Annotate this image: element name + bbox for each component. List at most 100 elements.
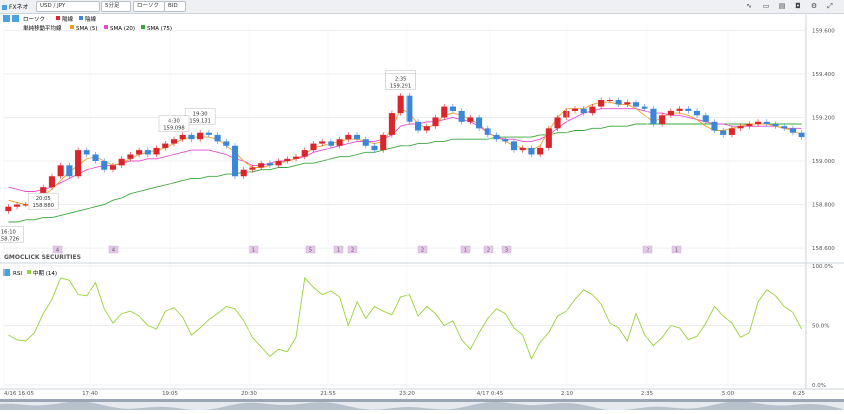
candle-down <box>720 130 727 135</box>
sma75-line <box>8 123 802 223</box>
candle-up <box>179 134 186 140</box>
chart-type-select[interactable]: ローソク <box>133 1 165 12</box>
candle-down <box>763 121 770 124</box>
candle-up <box>728 128 735 135</box>
event-marker <box>333 245 344 254</box>
candle-up <box>441 106 448 118</box>
candle-down <box>528 147 535 155</box>
save-icon[interactable]: ▤ <box>778 2 786 10</box>
rsi-collapse-icon[interactable] <box>3 269 10 276</box>
candle-up <box>624 102 631 105</box>
expand-icon[interactable]: ⤢ <box>827 2 833 10</box>
candle-down <box>781 126 788 129</box>
candle-down <box>188 134 195 140</box>
candle-down <box>772 123 779 127</box>
sma75-swatch <box>141 25 145 29</box>
down-candle-swatch <box>79 16 83 20</box>
candle-up <box>14 204 21 207</box>
price-callout-box <box>0 226 24 243</box>
candle-down <box>711 121 718 131</box>
candle-up <box>5 206 12 212</box>
sma75-label: SMA (75) <box>147 26 172 32</box>
candle-down <box>371 145 378 151</box>
candle-up <box>153 147 160 155</box>
event-marker-label: 5 <box>309 248 312 254</box>
candle-up <box>345 134 352 140</box>
candle-down <box>798 132 805 138</box>
event-marker-label: 2 <box>351 248 354 254</box>
candle-down <box>493 134 500 140</box>
panel-settings-icon[interactable] <box>12 15 19 22</box>
candle-down <box>205 132 212 135</box>
rsi-axis: 100.0% 50.0% 0.0% <box>812 264 833 389</box>
candle-down <box>641 106 648 109</box>
event-markers[interactable]: 4 4 1 5 1 2 2 1 2 3 2 1 <box>52 245 682 254</box>
draw-tool-icon[interactable]: ∿ <box>746 2 752 10</box>
candle-down <box>92 154 99 162</box>
candle-down <box>789 128 796 133</box>
price-tick-label: 158.800 <box>812 203 835 209</box>
candle-up <box>746 123 753 127</box>
candle-up <box>118 158 125 166</box>
candle-down <box>615 100 622 105</box>
candle-down <box>266 163 273 166</box>
sma20-label: SMA (20) <box>110 26 135 32</box>
camera-icon[interactable]: ◘ <box>795 2 801 10</box>
scrollbar-minimap <box>0 401 844 411</box>
screenshot-icon[interactable]: ▭ <box>762 2 770 10</box>
rsi-line-label: 中期 (14) <box>33 269 57 277</box>
settings-icon[interactable]: ⚙ <box>810 2 818 10</box>
event-marker <box>501 245 512 254</box>
app-name: FXネオ <box>9 4 29 11</box>
candle-up <box>127 154 134 159</box>
price-grid <box>4 29 806 249</box>
candle-down <box>415 121 422 131</box>
candle-down <box>650 108 657 124</box>
price-annotations: 16:10158.72619:30159.13120:05158.88022:5… <box>0 70 416 243</box>
watermark: GMOCLICK SECURITIES <box>4 254 81 261</box>
event-marker <box>305 245 316 254</box>
candle-down <box>484 128 491 135</box>
price-callout-value: 159.131 <box>189 118 210 124</box>
candle-down <box>449 106 456 111</box>
price-side-select[interactable]: BID <box>164 1 186 12</box>
event-marker-label: 2 <box>487 248 490 254</box>
candle-up <box>519 147 526 151</box>
rsi-title: RSI <box>13 271 22 277</box>
sma5-swatch <box>70 25 74 29</box>
candle-up <box>545 128 552 148</box>
timeline-scrollbar[interactable] <box>0 399 844 411</box>
symbol-select[interactable]: USD / JPY <box>36 1 100 12</box>
price-tick-label: 159.000 <box>812 159 835 165</box>
time-tick-label: 23:20 <box>399 391 415 397</box>
candle-up <box>676 108 683 111</box>
event-marker-label: 4 <box>112 248 115 254</box>
rsi-tick-label: 100.0% <box>812 264 833 270</box>
sma20-swatch <box>104 25 108 29</box>
price-callout-box <box>27 192 59 210</box>
candle-up <box>48 176 55 188</box>
rsi-tick-label: 50.0% <box>812 324 829 330</box>
candle-down <box>327 141 334 146</box>
candle-down <box>510 141 518 151</box>
candle-up <box>755 121 762 124</box>
time-tick-label: 19:05 <box>162 391 178 397</box>
legend-down-label: 陰線 <box>85 15 97 23</box>
rsi-swatch <box>27 270 31 274</box>
candle-up <box>197 132 204 140</box>
candle-up <box>571 108 579 111</box>
price-callout-value: 159.098 <box>163 126 184 132</box>
time-tick-label: 21:55 <box>320 391 336 397</box>
candle-down <box>223 141 230 146</box>
sma-group-label: 単純移動平均線 <box>23 24 62 32</box>
timeframe-select[interactable]: 5分足 <box>101 1 131 12</box>
candle-down <box>476 117 483 129</box>
chart-area[interactable]: ローソク 陽線 陰線 単純移動平均線 SMA (5) SMA (20) SMA … <box>0 13 844 411</box>
price-axis: 159.600 159.400 159.200 159.000 158.800 158.6… <box>812 28 835 252</box>
candle-down <box>101 161 108 170</box>
price-callout-time: 2:35 <box>395 77 407 83</box>
event-marker <box>460 245 471 254</box>
panel-collapse-icon[interactable] <box>3 15 10 22</box>
candle-up <box>563 110 570 118</box>
candle-up <box>292 156 300 159</box>
